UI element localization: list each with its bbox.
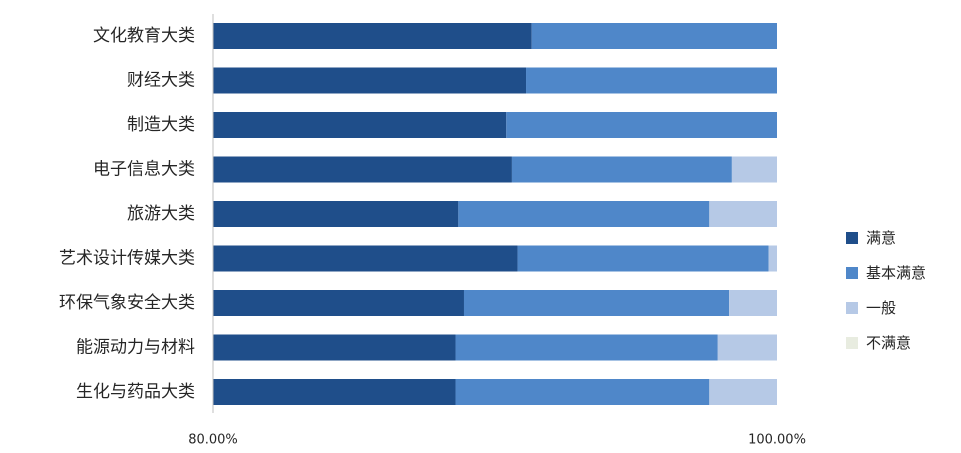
bar-segment [213, 245, 518, 272]
bar-segment [511, 156, 732, 183]
bars-group [213, 23, 777, 405]
category-label: 旅游大类 [127, 204, 195, 224]
bar-segment [213, 112, 507, 138]
legend-label: 基本满意 [866, 264, 926, 282]
bar-segment [455, 334, 718, 361]
bar-segment [729, 290, 777, 316]
category-label: 艺术设计传媒大类 [59, 249, 195, 269]
category-label: 文化教育大类 [93, 26, 195, 46]
bar-segment [709, 201, 777, 227]
bar-segment [717, 334, 777, 361]
legend-swatch [846, 302, 858, 314]
x-tick-label: 80.00% [188, 433, 238, 448]
bar-segment [213, 201, 459, 227]
category-label: 电子信息大类 [93, 160, 195, 180]
bar-segment [517, 245, 769, 272]
bar-segment [213, 67, 527, 94]
legend-label: 满意 [866, 229, 896, 247]
legend-label: 一般 [866, 299, 896, 317]
bar-segment [213, 379, 456, 405]
bar-segment [463, 290, 730, 316]
category-label: 环保气象安全大类 [59, 293, 195, 313]
bar-segment [531, 23, 777, 49]
bar-segment [213, 156, 512, 183]
bar-segment [458, 201, 710, 227]
x-tick-labels: 80.00% 100.00% [188, 433, 806, 448]
legend-swatch [846, 267, 858, 279]
category-label: 能源动力与材料 [76, 338, 195, 358]
x-tick-label: 100.00% [748, 433, 806, 448]
bar-segment [213, 290, 464, 316]
bar-segment [213, 334, 456, 361]
legend-label: 不满意 [866, 334, 911, 352]
category-label: 生化与药品大类 [76, 382, 195, 402]
category-labels: 文化教育大类财经大类制造大类电子信息大类旅游大类艺术设计传媒大类环保气象安全大类… [59, 26, 195, 402]
bar-segment [731, 156, 777, 183]
bar-segment [506, 112, 777, 138]
legend-swatch [846, 337, 858, 349]
bar-segment [709, 379, 777, 405]
bar-segment [768, 245, 777, 272]
legend-swatch [846, 232, 858, 244]
bar-segment [213, 23, 532, 49]
bar-segment [526, 67, 777, 94]
category-label: 制造大类 [127, 115, 195, 135]
category-label: 财经大类 [127, 71, 195, 91]
bar-segment [455, 379, 710, 405]
